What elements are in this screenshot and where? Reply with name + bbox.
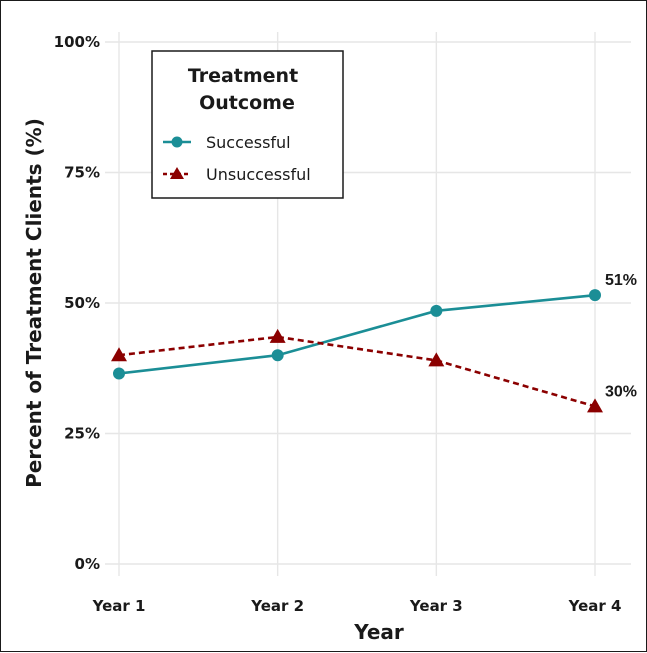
data-point-successful (430, 304, 443, 317)
series-line-successful (118, 293, 596, 375)
x-tick-label: Year 4 (568, 597, 622, 615)
data-label: 51% (605, 272, 637, 289)
data-point-unsuccessful (111, 347, 127, 362)
legend-label-successful: Successful (206, 133, 291, 152)
data-point-successful (271, 349, 284, 362)
series-lines (111, 289, 603, 413)
y-axis-ticks: 0% 25% 50% 75% 100% (54, 33, 100, 573)
legend-label-unsuccessful: Unsuccessful (206, 165, 311, 184)
y-tick-label: 50% (64, 294, 100, 312)
y-tick-label: 100% (54, 33, 100, 51)
legend-title-line2: Outcome (199, 92, 295, 114)
data-point-successful (113, 367, 125, 380)
legend-marker-successful (171, 136, 183, 148)
data-point-unsuccessful (428, 352, 445, 367)
x-axis-title: Year (353, 620, 404, 644)
legend-marker-unsuccessful (170, 167, 184, 179)
series-line-unsuccessful (118, 335, 596, 408)
x-tick-label: Year 2 (250, 597, 304, 615)
y-tick-label: 25% (64, 425, 100, 443)
legend-box (151, 50, 344, 199)
y-tick-label: 75% (64, 164, 100, 182)
data-label: 30% (605, 383, 637, 400)
x-tick-label: Year 1 (92, 597, 146, 615)
data-point-successful (589, 289, 601, 302)
data-point-unsuccessful (587, 398, 603, 413)
data-point-unsuccessful (269, 328, 286, 343)
y-axis-title: Percent of Treatment Clients (%) (22, 118, 46, 488)
legend: Treatment Outcome Successful Unsuccessfu… (151, 50, 344, 199)
legend-title-line1: Treatment (188, 65, 298, 87)
x-axis-ticks: Year 1 Year 2 Year 3 Year 4 (92, 597, 622, 615)
x-tick-label: Year 3 (409, 597, 463, 615)
data-labels: 51% 30% (605, 272, 637, 400)
y-tick-label: 0% (75, 555, 100, 573)
